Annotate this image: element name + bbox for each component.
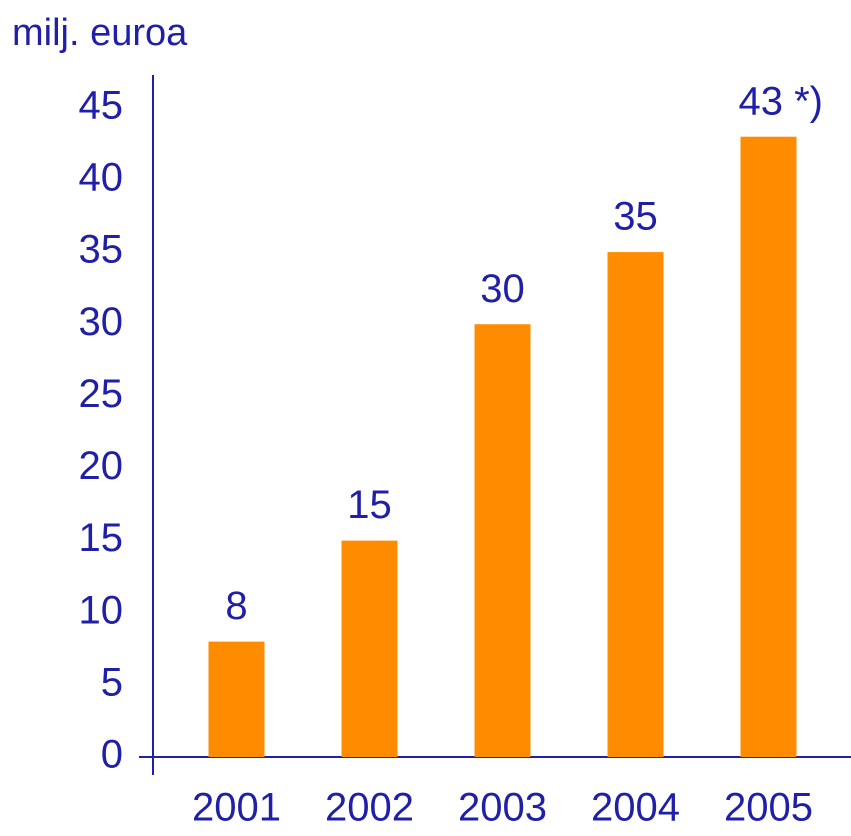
x-tick-label: 2005 — [724, 786, 813, 830]
y-tick-label: 25 — [79, 372, 124, 416]
y-tick-label: 35 — [79, 228, 124, 272]
x-tick-label: 2002 — [325, 786, 414, 830]
value-label: 15 — [347, 483, 392, 527]
x-tick-label: 2004 — [591, 786, 680, 830]
y-tick-label: 10 — [79, 588, 124, 632]
y-tick-label: 40 — [79, 156, 124, 200]
y-tick-label: 5 — [101, 660, 123, 704]
bar — [208, 641, 265, 757]
value-label: 43 *) — [739, 79, 824, 123]
value-label: 35 — [613, 195, 658, 239]
x-tick-label: 2001 — [192, 786, 281, 830]
value-label: 30 — [480, 267, 525, 311]
bar — [474, 324, 531, 757]
y-tick-label: 0 — [101, 733, 123, 777]
bar — [607, 252, 664, 757]
x-tick-label: 2003 — [458, 786, 547, 830]
y-tick-label: 30 — [79, 300, 124, 344]
y-tick-label: 15 — [79, 516, 124, 560]
y-tick-label: 45 — [79, 83, 124, 127]
bar — [740, 136, 797, 757]
bar — [341, 540, 398, 757]
chart-title: milj. euroa — [12, 12, 188, 54]
y-tick-label: 20 — [79, 444, 124, 488]
value-label: 8 — [225, 584, 247, 628]
